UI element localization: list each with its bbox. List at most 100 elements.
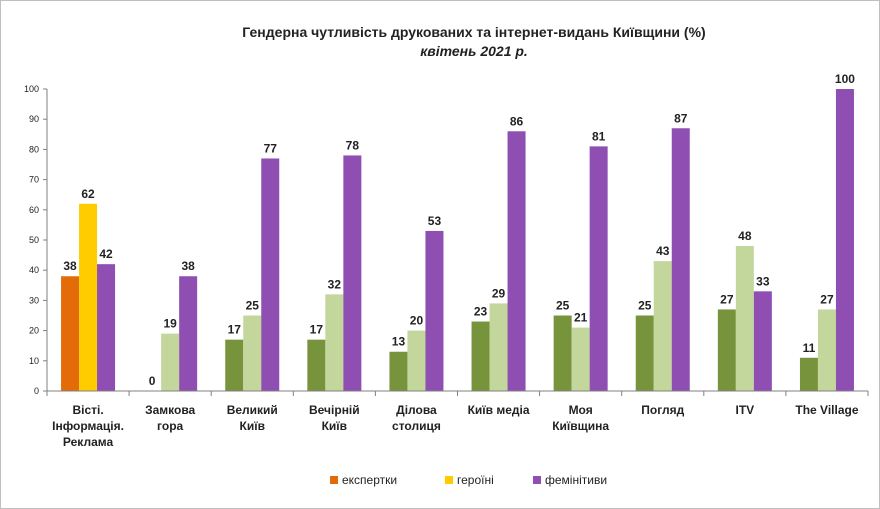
legend-label: фемінітиви [545, 473, 607, 487]
x-tick-label: Київ медіа [468, 403, 530, 417]
data-label: 38 [63, 259, 77, 273]
x-tick-label: The Village [795, 403, 858, 417]
y-tick-label: 80 [29, 144, 39, 154]
legend-label: експертки [342, 473, 397, 487]
x-tick-label-line: гора [157, 419, 184, 433]
data-label: 19 [163, 317, 177, 331]
x-tick-label-line: Моя [569, 403, 593, 417]
data-label: 81 [592, 129, 606, 143]
legend-swatch [533, 476, 541, 484]
x-tick-label: ITV [736, 403, 755, 417]
bar [835, 89, 854, 391]
y-tick-label: 0 [34, 386, 39, 396]
x-tick-label-line: Реклама [63, 435, 114, 449]
x-tick-label-line: Інформація. [52, 419, 124, 433]
y-tick-label: 20 [29, 326, 39, 336]
chart-subtitle: квітень 2021 р. [420, 43, 528, 59]
data-label: 13 [392, 335, 406, 349]
bar [799, 357, 818, 391]
bar [589, 146, 608, 391]
bar [735, 246, 754, 391]
x-tick-label-line: Замкова [145, 403, 195, 417]
data-label: 20 [410, 314, 424, 328]
x-tick-label-line: Ділова [396, 403, 437, 417]
y-tick-label: 70 [29, 175, 39, 185]
data-label: 27 [820, 292, 834, 306]
data-label: 33 [756, 274, 770, 288]
x-tick-label: Замкова гора [145, 403, 195, 433]
x-tick-label-line: Київ медіа [468, 403, 530, 417]
x-tick-label: Моя Київщина [552, 403, 609, 433]
bar [653, 261, 672, 391]
bar [507, 131, 526, 391]
y-tick-label: 10 [29, 356, 39, 366]
data-label: 62 [81, 187, 95, 201]
bar [179, 276, 198, 391]
x-tick-label-line: Вісті. [72, 403, 103, 417]
data-label: 48 [738, 229, 752, 243]
bar [471, 321, 490, 391]
bar [489, 303, 508, 391]
data-label: 53 [428, 214, 442, 228]
data-label: 29 [492, 286, 506, 300]
data-label: 0 [149, 374, 156, 388]
data-label: 86 [510, 114, 524, 128]
x-tick-label: Вечірній Київ [309, 403, 360, 433]
bar [717, 309, 736, 391]
bar [243, 315, 262, 391]
data-label: 25 [556, 299, 570, 313]
bar [753, 291, 772, 391]
y-tick-label: 30 [29, 295, 39, 305]
bar [553, 315, 572, 391]
legend-label: героїні [457, 473, 494, 487]
y-tick-label: 40 [29, 265, 39, 275]
x-tick-label-line: Київщина [552, 419, 609, 433]
data-label: 21 [574, 311, 588, 325]
bar [389, 351, 408, 391]
y-tick-label: 50 [29, 235, 39, 245]
data-label: 25 [638, 299, 652, 313]
bar [161, 333, 180, 391]
bar [407, 330, 426, 391]
data-label: 77 [264, 141, 278, 155]
bar [817, 309, 836, 391]
y-tick-label: 100 [24, 84, 39, 94]
data-label: 11 [803, 341, 816, 355]
data-label: 87 [674, 111, 688, 125]
x-tick-label-line: Київ [322, 419, 347, 433]
bar [261, 158, 280, 391]
legend-swatch [445, 476, 453, 484]
data-label: 17 [228, 323, 242, 337]
x-axis: Вісті. Інформація. Реклама Замкова гора Велик… [46, 390, 869, 449]
data-label: 42 [99, 247, 113, 261]
data-label: 43 [656, 244, 670, 258]
data-label: 23 [474, 305, 488, 319]
data-label: 25 [246, 299, 260, 313]
x-tick-label: Погляд [641, 403, 684, 417]
bar [635, 315, 654, 391]
bar [571, 327, 590, 391]
x-tick-label: Ділова столиця [392, 403, 441, 433]
x-tick-label-line: Київ [240, 419, 265, 433]
bar [425, 230, 444, 391]
data-label: 17 [310, 323, 324, 337]
x-tick-label-line: The Village [795, 403, 858, 417]
bar [225, 339, 244, 391]
chart-title: Гендерна чутливість друкованих та інтерн… [242, 24, 705, 40]
x-tick-label-line: Вечірній [309, 403, 360, 417]
x-tick-label-line: Погляд [641, 403, 684, 417]
y-axis: 0 10 20 30 40 50 60 70 80 90 100 [24, 84, 48, 396]
data-label: 78 [346, 138, 360, 152]
legend: експертки героїні фемінітиви [330, 473, 607, 487]
x-tick-label: Великий Київ [227, 403, 278, 433]
data-label: 38 [181, 259, 195, 273]
data-label: 27 [720, 292, 734, 306]
legend-swatch [330, 476, 338, 484]
y-tick-label: 90 [29, 114, 39, 124]
y-tick-label: 60 [29, 205, 39, 215]
bar [325, 294, 344, 391]
x-tick-label-line: Великий [227, 403, 278, 417]
bar [79, 203, 98, 391]
bars: 38 62 42 0 19 38 17 25 77 17 32 78 13 20 53 23 29 86 25 21 8… [61, 72, 855, 391]
